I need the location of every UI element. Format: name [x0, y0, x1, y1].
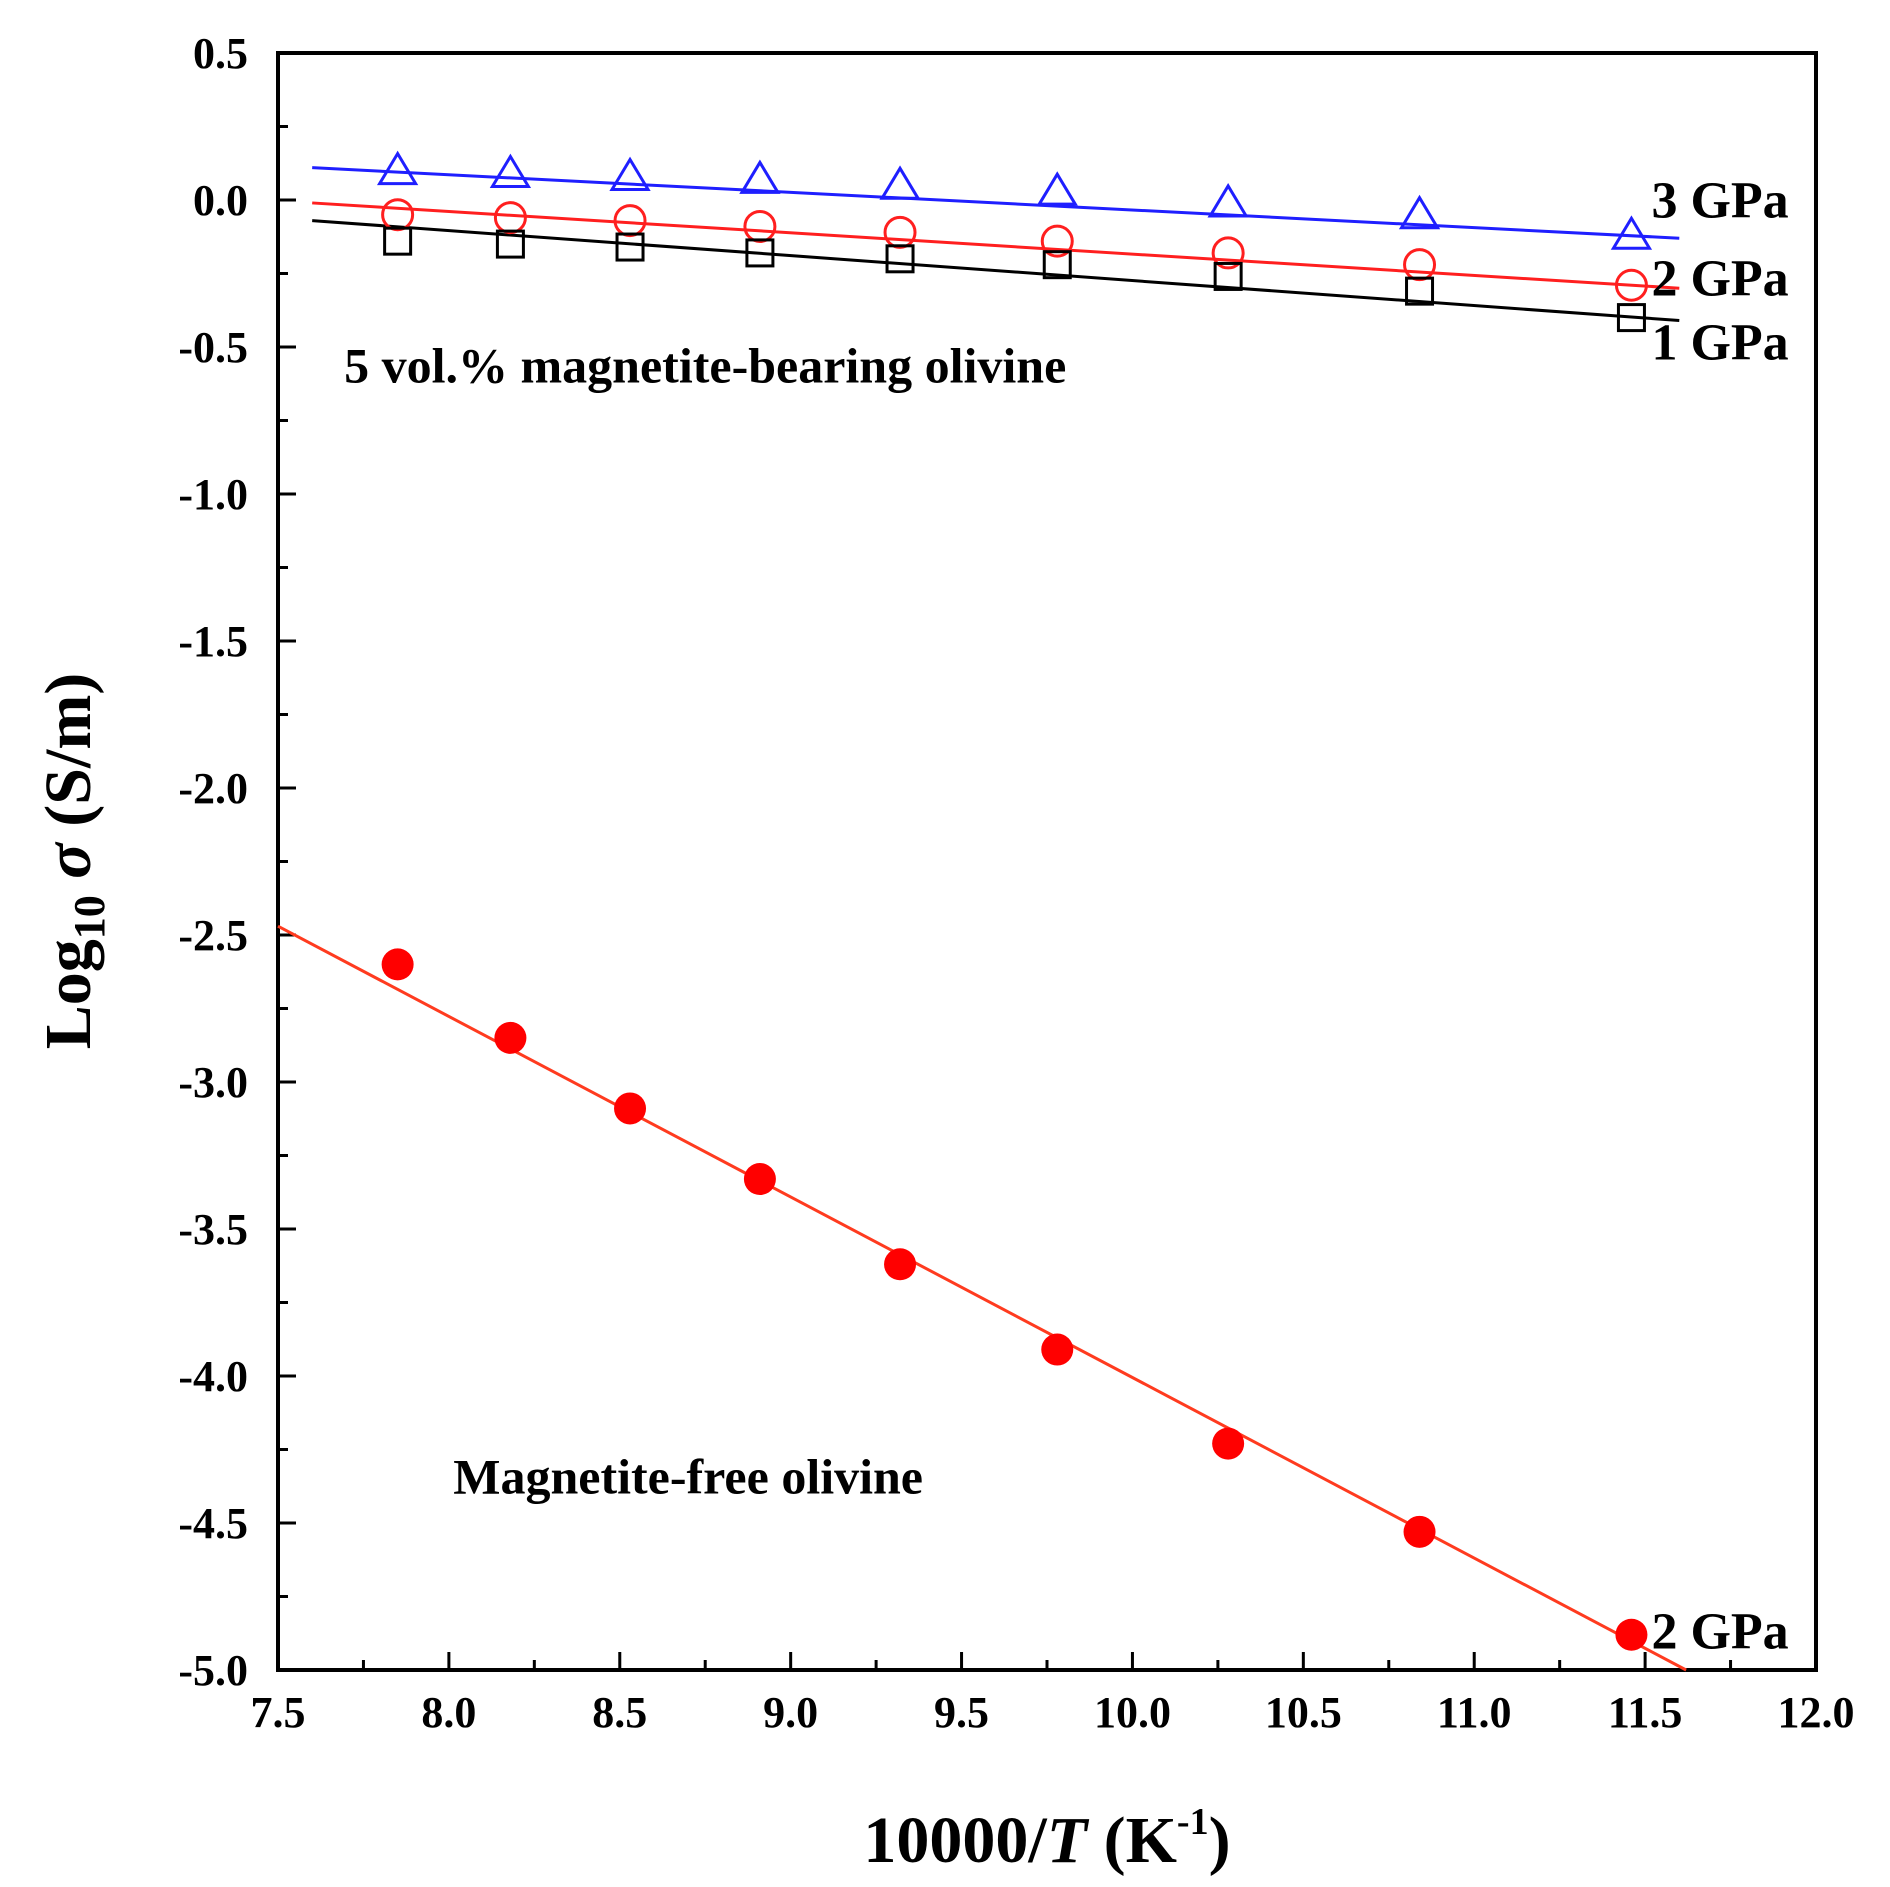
data-markers: [376, 150, 1653, 1651]
y-tick-label: -2.5: [178, 911, 248, 960]
y-axis-title: Log10 σ (S/m): [32, 673, 114, 1050]
y-axis-ticks: 0.5 0.0 -0.5 -1.0 -1.5 -2.0 -2.5 -3.0 -3.5 -4.0 -4…: [178, 29, 296, 1695]
data-point: [381, 948, 414, 981]
data-point: [879, 165, 921, 200]
series-label: 1 GPa: [1651, 315, 1788, 372]
y-tick-label: -3.5: [178, 1205, 248, 1254]
data-point: [1036, 171, 1078, 206]
data-point: [884, 1248, 917, 1281]
annotation-text: Magnetite-free olivine: [453, 1449, 923, 1505]
data-point: [1041, 1333, 1074, 1366]
plot-frame: [276, 51, 1818, 1672]
x-tick-label: 9.0: [763, 1688, 818, 1737]
data-point: [376, 150, 419, 186]
x-tick-label: 10.5: [1265, 1688, 1342, 1737]
data-point: [493, 201, 527, 235]
y-tick-label: -4.0: [178, 1352, 248, 1401]
x-axis-title: 10000/T (K-1): [863, 1801, 1230, 1877]
fit-line: [312, 166, 1680, 240]
y-tick-label: -1.5: [178, 617, 248, 666]
data-point: [743, 209, 777, 243]
y-tick-label: -5.0: [178, 1646, 248, 1695]
fit-line: [277, 924, 1687, 1672]
data-point: [1615, 1618, 1648, 1651]
y-tick-label: -1.0: [178, 470, 248, 519]
data-point: [745, 238, 775, 268]
x-tick-label: 9.5: [934, 1688, 989, 1737]
data-point: [1616, 303, 1646, 333]
data-point: [1614, 268, 1648, 302]
y-tick-label: -2.0: [178, 764, 248, 813]
series-label: 3 GPa: [1651, 172, 1788, 229]
data-point: [1610, 215, 1653, 250]
fit-line: [312, 219, 1680, 323]
series-label: 2 GPa: [1651, 250, 1788, 307]
data-point: [883, 215, 917, 249]
series-labels: 3 GPa 2 GPa 1 GPa 2 GPa: [1651, 172, 1788, 1660]
y-tick-label: -0.5: [178, 323, 248, 372]
annotations: 5 vol.% magnetite-bearing olivine Magneti…: [344, 337, 1066, 1504]
data-point: [1405, 276, 1435, 306]
data-point: [381, 198, 415, 232]
annotation-text: 5 vol.% magnetite-bearing olivine: [344, 337, 1066, 393]
data-point: [1403, 1515, 1436, 1548]
data-point: [885, 244, 915, 274]
x-tick-label: 10.0: [1094, 1688, 1171, 1737]
data-point: [1207, 183, 1249, 218]
x-tick-label: 8.0: [421, 1688, 476, 1737]
data-point: [1042, 250, 1072, 280]
data-point: [489, 153, 532, 189]
data-point: [383, 226, 413, 256]
data-point: [615, 232, 645, 262]
fit-line: [312, 201, 1680, 290]
data-point: [1403, 248, 1437, 282]
data-point: [1213, 261, 1243, 291]
data-point: [495, 229, 525, 259]
x-tick-label: 7.5: [251, 1688, 306, 1737]
y-tick-label: 0.5: [193, 29, 248, 78]
x-tick-label: 12.0: [1778, 1688, 1855, 1737]
x-axis-ticks: 7.5 8.0 8.5 9.0 9.5 10.0 10.5 11.0 11.5 12.0: [251, 1652, 1855, 1737]
data-point: [613, 204, 647, 238]
data-point: [1398, 194, 1441, 230]
data-point: [1211, 236, 1245, 270]
x-tick-label: 11.0: [1437, 1688, 1512, 1737]
data-point: [1212, 1427, 1245, 1460]
data-point: [743, 1163, 776, 1196]
data-point: [1040, 224, 1074, 258]
series-label: 2 GPa: [1651, 1604, 1788, 1661]
y-tick-label: -4.5: [178, 1499, 248, 1548]
data-point: [494, 1021, 527, 1054]
data-point: [609, 156, 651, 191]
x-tick-label: 11.5: [1608, 1688, 1683, 1737]
data-point: [739, 159, 781, 194]
x-tick-label: 8.5: [592, 1688, 647, 1737]
data-point: [614, 1092, 647, 1125]
y-tick-label: -3.0: [178, 1058, 248, 1107]
y-tick-label: 0.0: [193, 176, 248, 225]
